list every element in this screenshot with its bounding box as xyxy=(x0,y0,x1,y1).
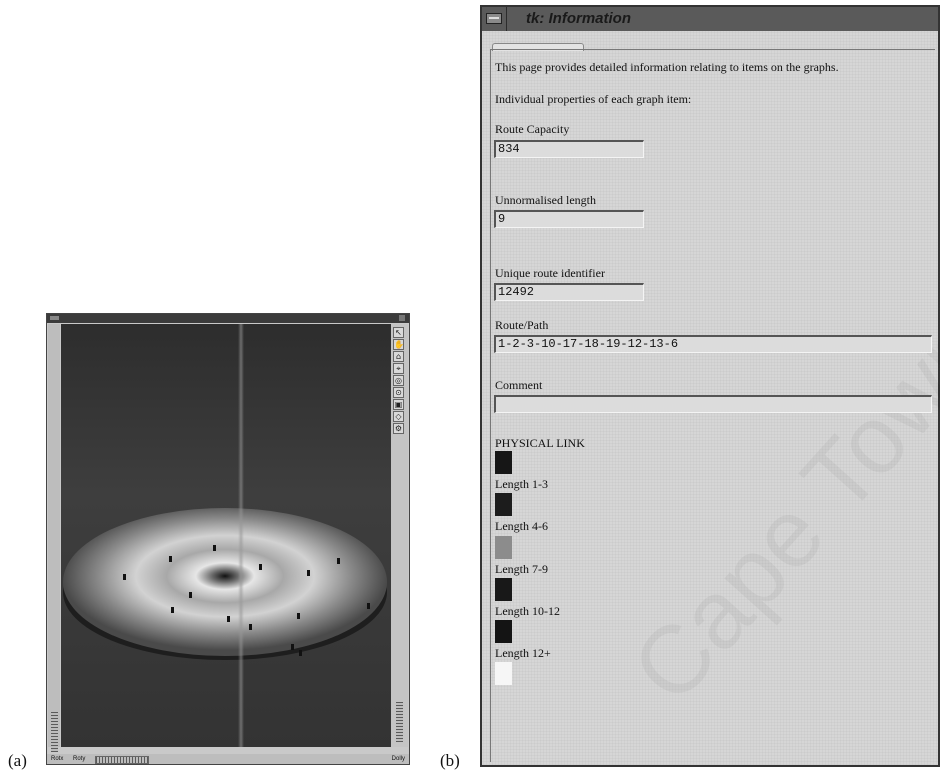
legend-label-length-7-9: Length 7-9 xyxy=(495,562,548,576)
unique-route-identifier-field[interactable]: 12492 xyxy=(494,283,644,301)
left-decoration-strip xyxy=(48,324,60,752)
dolly-thumbwheel[interactable] xyxy=(396,702,403,742)
legend-label-length-1-3: Length 1-3 xyxy=(495,477,548,491)
3d-viewport[interactable] xyxy=(61,324,391,747)
comment-field[interactable] xyxy=(494,395,932,413)
comment-label: Comment xyxy=(495,378,543,392)
projection-icon[interactable]: ◇ xyxy=(393,411,404,422)
disc-surface-render xyxy=(63,508,387,660)
information-panel: Cape Town This page provides detailed in… xyxy=(490,49,940,762)
viewer-bottom-bar: Rotx Roty Dolly xyxy=(47,754,409,764)
camera-icon[interactable]: ▣ xyxy=(393,399,404,410)
examiner-viewer-window: ↖ ✋ ⌂ ⌖ ◎ ⊙ ▣ ◇ ⚙ Rotx Roty Dolly xyxy=(46,313,410,765)
vertical-axis-line xyxy=(238,324,244,747)
unnormalised-length-field[interactable]: 9 xyxy=(494,210,644,228)
home-icon[interactable]: ⌂ xyxy=(393,351,404,362)
caption-a: (a) xyxy=(8,751,27,770)
rotx-thumbwheel[interactable] xyxy=(51,712,58,752)
dolly-label: Dolly xyxy=(391,756,405,762)
unnormalised-length-label: Unnormalised length xyxy=(495,193,596,207)
unique-route-identifier-label: Unique route identifier xyxy=(495,266,605,280)
legend-label-length-10-12: Length 10-12 xyxy=(495,604,560,618)
settings-icon[interactable]: ⚙ xyxy=(393,423,404,434)
legend-swatch-5 xyxy=(495,620,512,643)
window-menu-icon[interactable] xyxy=(486,13,502,24)
information-window: tk: Information Cape Town This page prov… xyxy=(480,5,940,767)
legend-label-length-12-plus: Length 12+ xyxy=(495,646,551,660)
rotx-label: Rotx xyxy=(51,756,64,762)
seek-icon[interactable]: ⊙ xyxy=(393,387,404,398)
legend-swatch-6 xyxy=(495,662,512,685)
legend-swatch-4 xyxy=(495,578,512,601)
physical-link-heading: PHYSICAL LINK xyxy=(495,436,585,450)
intro-text: This page provides detailed information … xyxy=(495,60,839,74)
route-path-field[interactable]: 1-2-3-10-17-18-19-12-13-6 xyxy=(494,335,932,353)
route-path-label: Route/Path xyxy=(495,318,549,332)
roty-label: Roty xyxy=(73,756,86,762)
background-watermark: Cape Town xyxy=(611,294,940,723)
view-all-icon[interactable]: ◎ xyxy=(393,375,404,386)
route-capacity-field[interactable]: 834 xyxy=(494,140,644,158)
legend-label-length-4-6: Length 4-6 xyxy=(495,519,548,533)
legend-swatch-3 xyxy=(495,536,512,559)
viewer-titlebar xyxy=(47,314,409,323)
caption-b: (b) xyxy=(440,751,460,770)
close-icon[interactable] xyxy=(399,315,405,321)
pointer-icon[interactable]: ↖ xyxy=(393,327,404,338)
properties-heading: Individual properties of each graph item… xyxy=(495,92,692,106)
titlebar-divider xyxy=(506,7,507,31)
roty-thumbwheel[interactable] xyxy=(95,756,149,764)
rotate-hand-icon[interactable]: ✋ xyxy=(393,339,404,350)
legend-swatch-1 xyxy=(495,451,512,474)
window-titlebar[interactable]: tk: Information xyxy=(482,7,938,31)
viewer-right-toolbar: ↖ ✋ ⌂ ⌖ ◎ ⊙ ▣ ◇ ⚙ xyxy=(391,324,408,747)
window-title: tk: Information xyxy=(526,10,631,27)
set-home-icon[interactable]: ⌖ xyxy=(393,363,404,374)
legend-swatch-2 xyxy=(495,493,512,516)
page-tab[interactable] xyxy=(492,43,584,51)
route-capacity-label: Route Capacity xyxy=(495,122,570,136)
window-menu-icon[interactable] xyxy=(50,316,59,320)
